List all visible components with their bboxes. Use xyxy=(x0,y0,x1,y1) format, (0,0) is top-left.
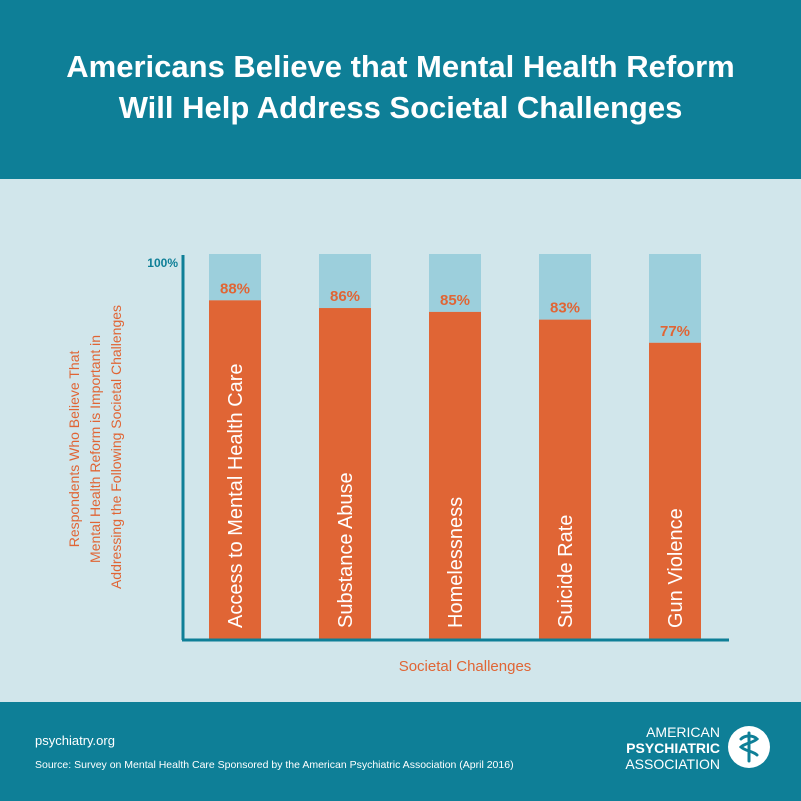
site-link[interactable]: psychiatry.org xyxy=(35,733,115,748)
category-label-4: Gun Violence xyxy=(665,508,687,628)
category-label-0: Access to Mental Health Care xyxy=(225,363,247,628)
footer: psychiatry.org Source: Survey on Mental … xyxy=(0,702,801,801)
y-axis-label-line-2: Mental Health Reform is Important in xyxy=(87,335,103,563)
value-label-1: 86% xyxy=(330,288,360,305)
logo-line-1: AMERICAN xyxy=(646,724,720,740)
bar-chart: 88% Access to Mental Health Care 86% Substa… xyxy=(66,254,729,675)
bar-remainder-0 xyxy=(209,254,261,301)
y-axis-label-line-3: Addressing the Following Societal Challe… xyxy=(108,305,124,589)
value-label-4: 77% xyxy=(660,323,690,340)
y-axis-label: Respondents Who Believe That Mental Heal… xyxy=(66,305,124,589)
category-label-2: Homelessness xyxy=(445,497,467,628)
y-tick-label-100: 100% xyxy=(147,256,178,270)
header-banner: Americans Believe that Mental Health Ref… xyxy=(0,0,801,179)
title-line-1: Americans Believe that Mental Health Ref… xyxy=(66,49,735,84)
bars-group: 88% Access to Mental Health Care 86% Substa… xyxy=(209,254,701,640)
category-label-1: Substance Abuse xyxy=(335,472,357,628)
bar-2 xyxy=(429,311,481,640)
y-axis-label-line-1: Respondents Who Believe That xyxy=(66,351,82,548)
logo-text: AMERICAN PSYCHIATRIC ASSOCIATION xyxy=(625,724,720,772)
category-label-3: Suicide Rate xyxy=(555,515,577,628)
page-title: Americans Believe that Mental Health Ref… xyxy=(0,46,801,128)
bar-remainder-1 xyxy=(319,254,371,309)
logo-line-2: PSYCHIATRIC xyxy=(626,740,720,756)
bar-3 xyxy=(539,319,591,640)
value-label-3: 83% xyxy=(550,300,580,317)
bar-remainder-2 xyxy=(429,254,481,312)
chart-area: 88% Access to Mental Health Care 86% Substa… xyxy=(0,179,801,702)
source-note: Source: Survey on Mental Health Care Spo… xyxy=(35,759,514,771)
title-line-2: Will Help Address Societal Challenges xyxy=(118,90,683,125)
bar-remainder-4 xyxy=(649,254,701,343)
logo-line-3: ASSOCIATION xyxy=(625,756,720,772)
apa-logo: AMERICAN PSYCHIATRIC ASSOCIATION xyxy=(625,724,790,784)
x-axis-label: Societal Challenges xyxy=(399,658,532,675)
bar-0 xyxy=(209,300,261,640)
value-label-0: 88% xyxy=(220,280,250,297)
bar-4 xyxy=(649,342,701,640)
bar-remainder-3 xyxy=(539,254,591,320)
value-label-2: 85% xyxy=(440,292,470,309)
apa-seal-icon xyxy=(728,726,770,768)
bar-1 xyxy=(319,308,371,640)
